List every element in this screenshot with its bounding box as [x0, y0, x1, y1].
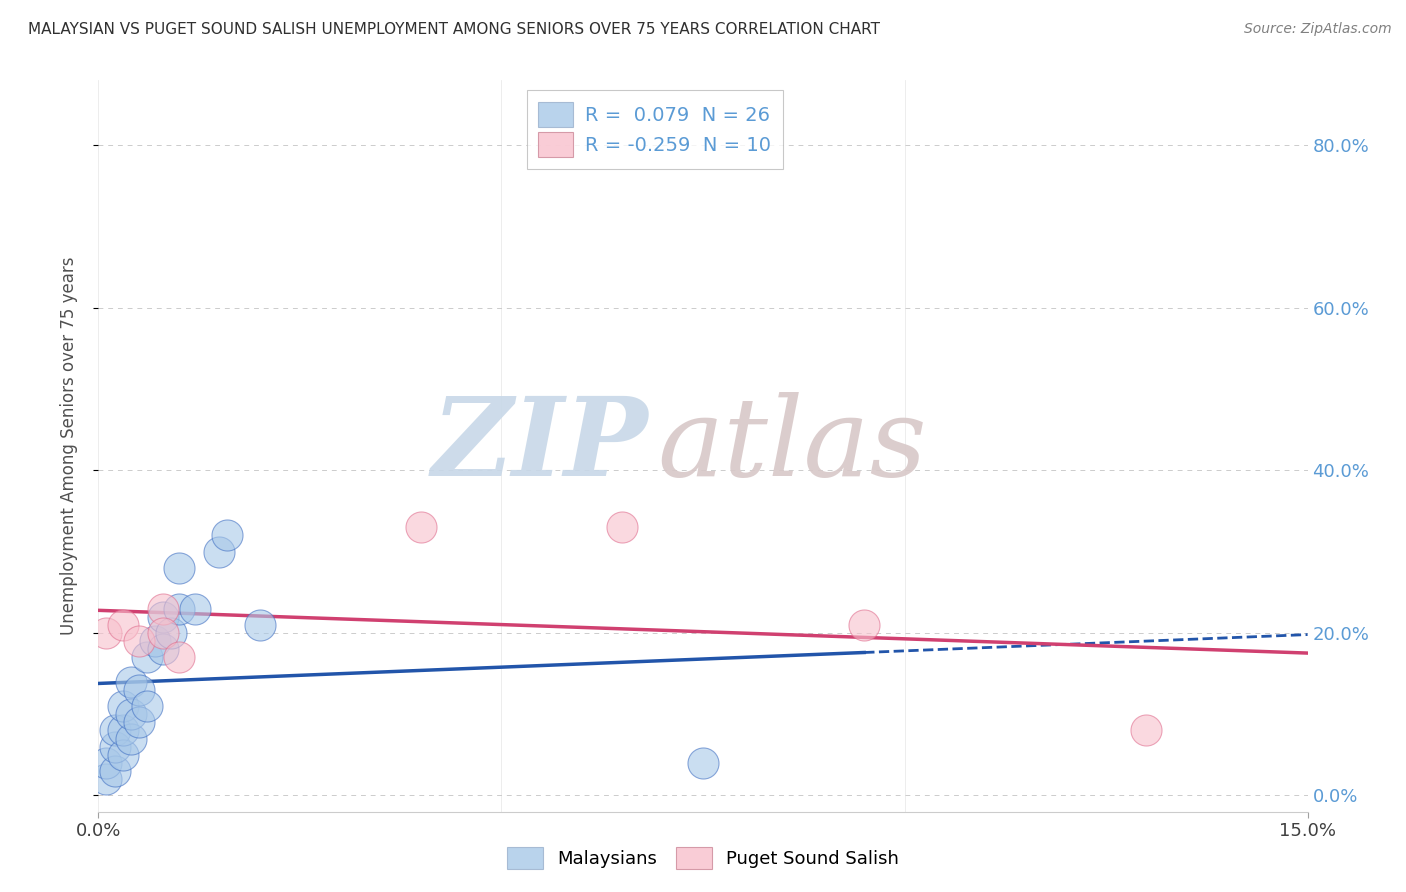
Y-axis label: Unemployment Among Seniors over 75 years: Unemployment Among Seniors over 75 years: [59, 257, 77, 635]
Point: [612, 520, 634, 534]
Point: [103, 764, 125, 778]
Point: [96, 772, 118, 787]
Point: [167, 601, 190, 615]
Text: MALAYSIAN VS PUGET SOUND SALISH UNEMPLOYMENT AMONG SENIORS OVER 75 YEARS CORRELA: MALAYSIAN VS PUGET SOUND SALISH UNEMPLOY…: [28, 22, 880, 37]
Point: [120, 731, 142, 746]
Legend: Malaysians, Puget Sound Salish: Malaysians, Puget Sound Salish: [498, 838, 908, 879]
Point: [103, 723, 125, 738]
Point: [120, 707, 142, 722]
Point: [184, 601, 207, 615]
Point: [167, 561, 190, 575]
Text: Source: ZipAtlas.com: Source: ZipAtlas.com: [1244, 22, 1392, 37]
Point: [111, 617, 134, 632]
Point: [111, 723, 134, 738]
Point: [111, 699, 134, 714]
Point: [692, 756, 714, 770]
Point: [128, 682, 150, 697]
Point: [96, 626, 118, 640]
Point: [208, 544, 231, 558]
Point: [143, 634, 166, 648]
Point: [409, 520, 432, 534]
Text: ZIP: ZIP: [432, 392, 648, 500]
Point: [96, 756, 118, 770]
Point: [120, 674, 142, 689]
Point: [128, 715, 150, 730]
Point: [103, 739, 125, 754]
Point: [152, 642, 174, 657]
Point: [111, 747, 134, 762]
Point: [135, 699, 157, 714]
Point: [160, 626, 183, 640]
Legend: R =  0.079  N = 26, R = -0.259  N = 10: R = 0.079 N = 26, R = -0.259 N = 10: [527, 90, 783, 169]
Text: atlas: atlas: [657, 392, 927, 500]
Point: [152, 601, 174, 615]
Point: [217, 528, 239, 542]
Point: [152, 609, 174, 624]
Point: [135, 650, 157, 665]
Point: [1135, 723, 1157, 738]
Point: [128, 634, 150, 648]
Point: [152, 626, 174, 640]
Point: [249, 617, 271, 632]
Point: [167, 650, 190, 665]
Point: [853, 617, 876, 632]
